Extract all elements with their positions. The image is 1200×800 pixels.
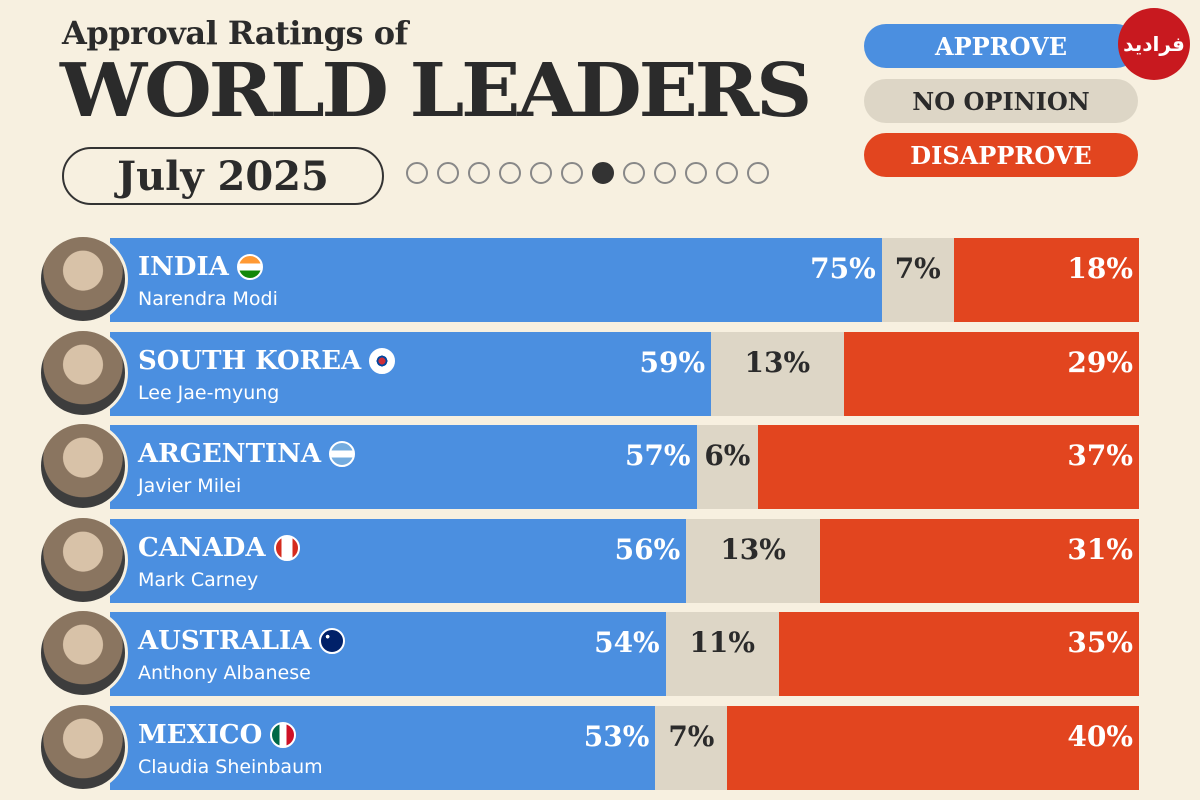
pager-dot-11[interactable]	[716, 162, 738, 184]
no-opinion-value-label: 6%	[704, 439, 751, 472]
bar-no-opinion	[686, 518, 820, 603]
pager-dot-3[interactable]	[468, 162, 490, 184]
country-label: INDIA	[138, 252, 263, 282]
bar-row-australia: AUSTRALIA Anthony Albanese 54% 11% 35%	[110, 612, 1139, 696]
country-label: MEXICO	[138, 719, 297, 750]
approve-value-label: 57%	[624, 439, 691, 472]
bar-approve	[110, 425, 697, 509]
india-flag-icon	[236, 254, 263, 280]
country-name: SOUTH KOREA	[138, 345, 362, 376]
legend-disapprove: DISAPPROVE	[864, 133, 1138, 177]
no-opinion-value-label: 7%	[668, 719, 715, 753]
bar-row-south-korea: SOUTH KOREA Lee Jae-myung 59% 13% 29%	[110, 331, 1139, 416]
disapprove-value-label: 18%	[1067, 252, 1133, 285]
no-opinion-value-label: 11%	[689, 626, 756, 659]
pager-dot-5[interactable]	[530, 162, 552, 184]
pager-dot-1[interactable]	[406, 162, 428, 184]
bar-no-opinion	[711, 331, 844, 416]
mexico-flag-icon	[270, 721, 297, 748]
pager-dot-2[interactable]	[437, 162, 459, 184]
pager-dot-7[interactable]	[592, 162, 614, 184]
disapprove-value-label: 37%	[1067, 439, 1133, 472]
slide-pager[interactable]	[406, 162, 769, 184]
approve-value-label: 56%	[614, 532, 681, 566]
approve-value-label: 75%	[810, 252, 876, 285]
pager-dot-4[interactable]	[499, 162, 521, 184]
bar-row-mexico: MEXICO Claudia Sheinbaum 53% 7% 40%	[110, 705, 1139, 790]
bar-approve	[110, 518, 687, 603]
approve-value-label: 59%	[639, 345, 706, 379]
leader-avatar	[38, 701, 128, 792]
country-name: ARGENTINA	[138, 439, 322, 469]
approve-value-label: 53%	[583, 719, 650, 753]
country-name: MEXICO	[138, 719, 263, 750]
bar-row-india: INDIA Narendra Modi 75% 7% 18%	[110, 238, 1139, 322]
leader-name: Mark Carney	[138, 568, 259, 591]
country-label: AUSTRALIA	[138, 626, 346, 656]
canada-flag-icon	[273, 534, 300, 561]
disapprove-value-label: 31%	[1067, 532, 1133, 566]
bar-no-opinion	[655, 705, 728, 790]
country-name: CANADA	[138, 532, 266, 563]
bar-row-argentina: ARGENTINA Javier Milei 57% 6% 37%	[110, 425, 1139, 509]
leader-avatar	[38, 421, 128, 511]
bar-disapprove	[727, 705, 1139, 790]
argentina-flag-icon	[329, 441, 356, 467]
pager-dot-8[interactable]	[623, 162, 645, 184]
country-name: AUSTRALIA	[138, 626, 312, 656]
bar-disapprove	[953, 238, 1139, 322]
bar-disapprove	[820, 518, 1139, 603]
south-korea-flag-icon	[369, 347, 396, 374]
bar-no-opinion	[696, 425, 759, 509]
approve-value-label: 54%	[594, 626, 660, 659]
legend-no-opinion: NO OPINION	[864, 79, 1138, 123]
bar-no-opinion	[665, 612, 779, 696]
chart-subtitle: Approval Ratings of	[62, 14, 408, 52]
disapprove-value-label: 29%	[1067, 345, 1133, 379]
pager-dot-9[interactable]	[654, 162, 676, 184]
leader-name: Claudia Sheinbaum	[138, 755, 323, 778]
no-opinion-value-label: 13%	[720, 532, 786, 566]
bar-row-canada: CANADA Mark Carney 56% 13% 31%	[110, 518, 1139, 603]
leader-name: Narendra Modi	[138, 288, 278, 310]
legend-approve: APPROVE	[864, 24, 1138, 68]
pager-dot-6[interactable]	[561, 162, 583, 184]
country-label: CANADA	[138, 533, 300, 563]
disapprove-value-label: 40%	[1067, 719, 1133, 753]
leader-avatar	[38, 514, 128, 605]
leader-name: Anthony Albanese	[138, 662, 311, 684]
country-label: ARGENTINA	[138, 439, 356, 469]
country-label: SOUTH KOREA	[138, 345, 396, 376]
bar-approve	[110, 331, 712, 416]
leader-name: Javier Milei	[138, 475, 242, 497]
leader-name: Lee Jae-myung	[138, 381, 280, 404]
bar-disapprove	[778, 612, 1139, 696]
bar-no-opinion	[881, 238, 954, 322]
bar-approve	[110, 705, 656, 790]
leader-avatar	[38, 234, 128, 324]
leader-avatar	[38, 327, 128, 418]
brand-logo: فرادید	[1118, 8, 1190, 80]
no-opinion-value-label: 7%	[894, 252, 941, 285]
bar-disapprove	[843, 331, 1139, 416]
disapprove-value-label: 35%	[1067, 626, 1133, 659]
bar-disapprove	[758, 425, 1139, 509]
pager-dot-12[interactable]	[747, 162, 769, 184]
bar-approve	[110, 238, 882, 322]
leader-avatar	[38, 608, 128, 698]
bar-approve	[110, 612, 666, 696]
australia-flag-icon	[319, 628, 346, 654]
pager-dot-10[interactable]	[685, 162, 707, 184]
no-opinion-value-label: 13%	[744, 345, 811, 379]
chart-title: WORLD LEADERS	[60, 48, 812, 134]
country-name: INDIA	[138, 252, 229, 282]
date-badge: July 2025	[62, 147, 384, 205]
